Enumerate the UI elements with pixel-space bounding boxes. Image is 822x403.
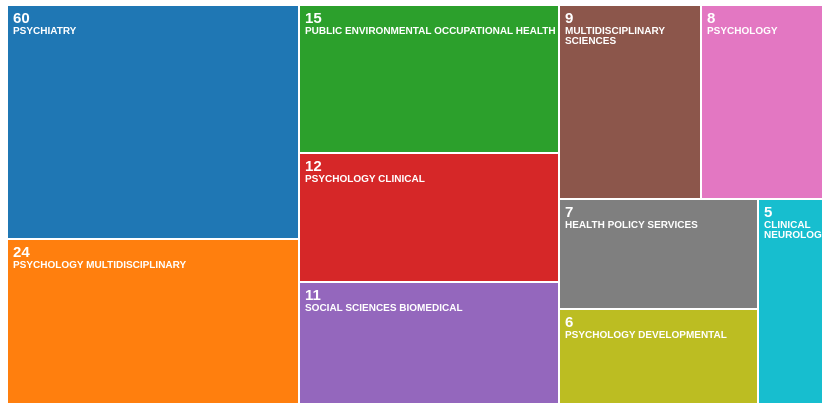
cell-label: CLINICAL NEUROLOGY (764, 220, 822, 241)
cell-label: MULTIDISCIPLINARY SCIENCES (565, 26, 665, 47)
treemap-cell: 6 PSYCHOLOGY DEVELOPMENTAL (560, 310, 757, 403)
cell-label: HEALTH POLICY SERVICES (565, 220, 698, 231)
cell-value: 60 (13, 10, 30, 27)
treemap-cell: 15 PUBLIC ENVIRONMENTAL OCCUPATIONAL HEAL… (300, 6, 558, 152)
cell-label: PUBLIC ENVIRONMENTAL OCCUPATIONAL HEALTH (305, 26, 556, 37)
treemap-cell: 24 PSYCHOLOGY MULTIDISCIPLINARY (8, 240, 298, 403)
treemap-cell: 12 PSYCHOLOGY CLINICAL (300, 154, 558, 281)
cell-value: 6 (565, 314, 574, 331)
treemap-cell: 9 MULTIDISCIPLINARY SCIENCES (560, 6, 700, 198)
cell-label: PSYCHOLOGY MULTIDISCIPLINARY (13, 260, 187, 271)
cell-value: 15 (305, 10, 322, 27)
cell-label: PSYCHIATRY (13, 26, 77, 37)
cell-value: 11 (305, 287, 321, 304)
cell-value: 8 (707, 10, 716, 27)
treemap-cell: 60 PSYCHIATRY (8, 6, 298, 238)
treemap-cell: 11 SOCIAL SCIENCES BIOMEDICAL (300, 283, 558, 403)
cell-value: 7 (565, 204, 574, 221)
cell-label: PSYCHOLOGY CLINICAL (305, 174, 425, 185)
treemap-cell: 7 HEALTH POLICY SERVICES (560, 200, 757, 308)
cell-value: 12 (305, 158, 322, 175)
cell-label: PSYCHOLOGY (707, 26, 778, 37)
cell-label: PSYCHOLOGY DEVELOPMENTAL (565, 330, 727, 341)
cell-label: SOCIAL SCIENCES BIOMEDICAL (305, 303, 463, 314)
treemap-cell: 8 PSYCHOLOGY (702, 6, 822, 198)
cell-value: 24 (13, 244, 30, 261)
cell-value: 5 (764, 204, 773, 221)
cell-value: 9 (565, 10, 574, 27)
